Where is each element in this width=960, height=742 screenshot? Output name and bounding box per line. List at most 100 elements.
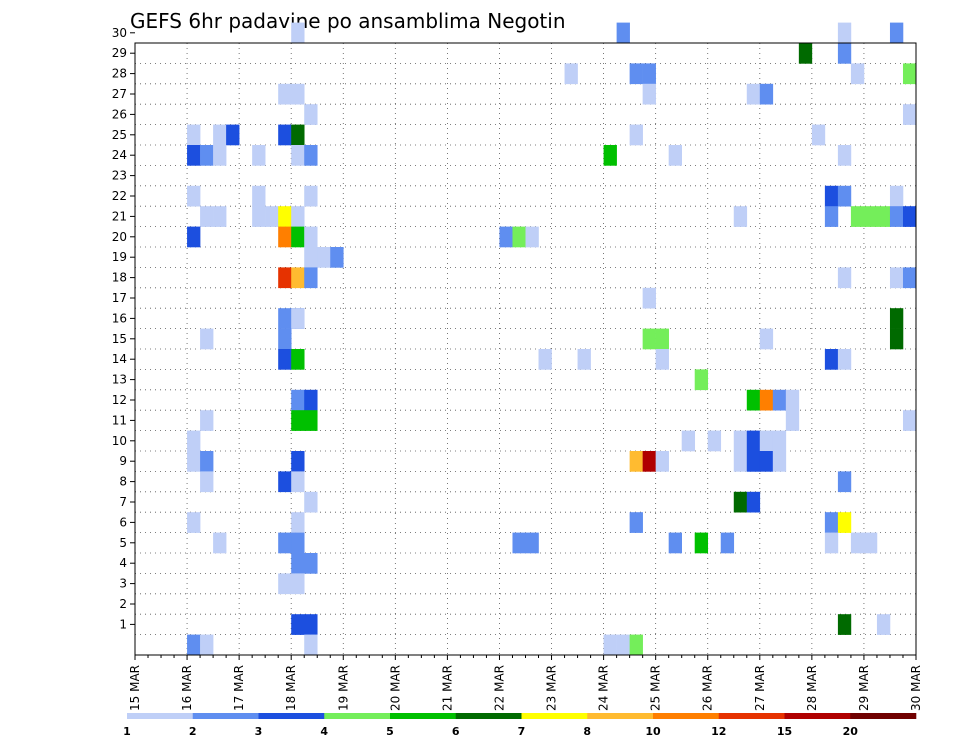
data-cell	[226, 124, 240, 146]
colorbar-label: 20	[843, 725, 859, 738]
data-cell	[213, 124, 227, 146]
data-cell	[837, 471, 852, 493]
data-cell	[668, 145, 682, 166]
colorbar-swatch	[324, 713, 391, 719]
data-cell	[252, 206, 266, 227]
data-cell	[902, 104, 917, 125]
x-tick-label: 28 MAR	[805, 665, 819, 711]
data-cell	[291, 451, 305, 472]
data-cell	[278, 573, 292, 595]
data-cell	[629, 63, 643, 85]
data-cell	[291, 573, 305, 595]
data-cell	[304, 491, 318, 513]
data-cell	[187, 124, 201, 146]
colorbar-label: 6	[452, 725, 460, 738]
data-cell	[629, 512, 643, 533]
colorbar-label: 12	[711, 725, 726, 738]
data-cell	[642, 287, 656, 309]
data-cell	[278, 83, 292, 105]
x-tick-label: 25 MAR	[649, 665, 663, 711]
data-cell	[278, 267, 292, 289]
data-cell	[512, 226, 526, 248]
data-cell	[733, 206, 748, 227]
data-cell	[213, 145, 227, 166]
data-cell	[837, 185, 852, 207]
data-cell	[291, 471, 305, 493]
data-cell	[720, 532, 735, 554]
data-cell	[291, 267, 305, 289]
y-tick-label: 8	[119, 475, 127, 489]
y-axis-ticks: 1234567891011121314151617181920212223242…	[112, 26, 135, 631]
data-cell	[291, 389, 305, 411]
data-cell	[525, 226, 539, 248]
colorbar-label: 5	[386, 725, 394, 738]
y-tick-label: 25	[112, 128, 127, 142]
data-cell	[746, 491, 761, 513]
y-tick-label: 22	[112, 189, 127, 203]
data-cell	[707, 430, 722, 452]
data-cell	[525, 532, 539, 554]
data-cell	[824, 512, 839, 533]
colorbar-label: 15	[777, 725, 792, 738]
data-cell	[798, 43, 813, 64]
data-cell	[278, 328, 292, 350]
data-cell	[213, 206, 227, 227]
data-cell	[499, 226, 513, 248]
data-cell	[278, 124, 292, 146]
data-cell	[187, 430, 201, 452]
colorbar-swatch	[587, 713, 654, 719]
colorbar-swatch	[455, 713, 522, 719]
data-cell	[291, 145, 305, 166]
data-cell	[278, 226, 292, 248]
colorbar-swatch	[390, 713, 457, 719]
data-cell	[187, 185, 201, 207]
data-cell	[876, 206, 891, 227]
data-cell	[759, 451, 774, 472]
y-tick-label: 27	[112, 87, 127, 101]
data-cell	[655, 349, 669, 370]
data-cell	[642, 328, 656, 350]
colorbar-swatch	[784, 713, 851, 719]
data-cell	[746, 451, 761, 472]
data-cell	[278, 308, 292, 329]
data-cell	[278, 471, 292, 493]
data-cell	[304, 389, 318, 411]
data-cell	[304, 226, 318, 248]
data-cell	[200, 410, 214, 431]
x-tick-label: 19 MAR	[336, 665, 350, 711]
y-tick-label: 17	[112, 291, 127, 305]
y-tick-label: 6	[119, 515, 127, 529]
chart-title: GEFS 6hr padavine po ansamblima Negotin	[130, 9, 566, 33]
colorbar-swatch	[850, 713, 917, 719]
data-cell	[863, 206, 878, 227]
data-cell	[278, 532, 292, 554]
data-cell	[811, 124, 826, 146]
data-cell	[304, 634, 318, 656]
data-cell	[200, 634, 214, 656]
data-cell	[304, 410, 318, 431]
colorbar-label: 2	[189, 725, 197, 738]
data-cell	[655, 328, 669, 350]
x-tick-label: 20 MAR	[388, 665, 402, 711]
y-tick-label: 15	[112, 332, 127, 346]
data-cell	[200, 206, 214, 227]
data-cell	[902, 267, 917, 289]
data-cell	[291, 206, 305, 227]
data-cell	[824, 532, 839, 554]
y-tick-label: 13	[112, 373, 127, 387]
data-cell	[759, 83, 774, 105]
data-cell	[291, 553, 305, 574]
data-cell	[291, 532, 305, 554]
data-cell	[889, 206, 904, 227]
data-cells	[187, 22, 917, 656]
data-cell	[655, 451, 669, 472]
data-cell	[291, 614, 305, 635]
data-cell	[824, 185, 839, 207]
data-cell	[330, 247, 344, 268]
data-cell	[278, 206, 292, 227]
data-cell	[733, 451, 748, 472]
data-cell	[291, 308, 305, 329]
data-cell	[252, 185, 266, 207]
colorbar-label: 8	[583, 725, 591, 738]
x-tick-label: 22 MAR	[492, 665, 506, 711]
